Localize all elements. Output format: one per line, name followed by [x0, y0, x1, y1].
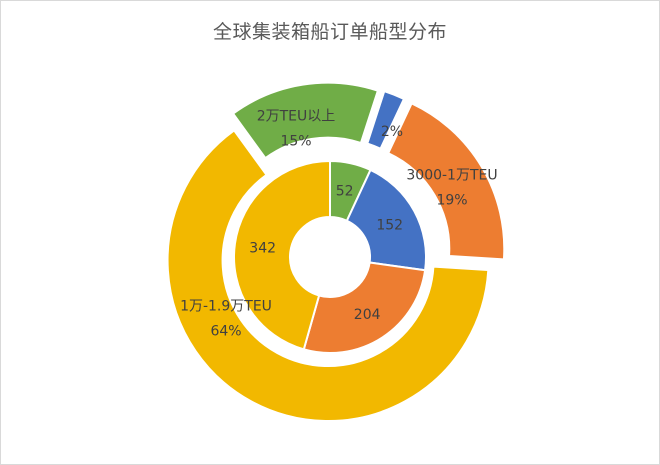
chart-title: 全球集装箱船订单船型分布	[212, 21, 447, 43]
inner-slice-label: 204	[354, 307, 381, 323]
outer-slice-label: 2万TEU以上 15%	[257, 109, 336, 150]
outer-ring-slice	[367, 91, 404, 149]
inner-ring-slice	[233, 159, 331, 351]
outer-slice-label: 3000-1万TEU 19%	[406, 168, 497, 209]
inner-slice-label: 52	[336, 184, 354, 200]
outer-ring-slice	[233, 82, 378, 159]
inner-slice-label: 342	[249, 241, 276, 257]
outer-ring-slice	[388, 103, 505, 260]
slices-group	[167, 82, 505, 421]
outer-slice-label: 1万-1.9万TEU 64%	[180, 299, 272, 340]
outer-ring-slice	[167, 130, 489, 421]
inner-ring-slice	[345, 168, 427, 272]
outer-slice-label: 2%	[381, 124, 403, 140]
inner-ring-slice	[302, 261, 427, 354]
inner-slice-label: 152	[376, 217, 403, 233]
labels-group: 52 152 204 342 2万TEU以上 15% 2% 3000-1万TEU 19% 1万-1…	[180, 109, 498, 340]
